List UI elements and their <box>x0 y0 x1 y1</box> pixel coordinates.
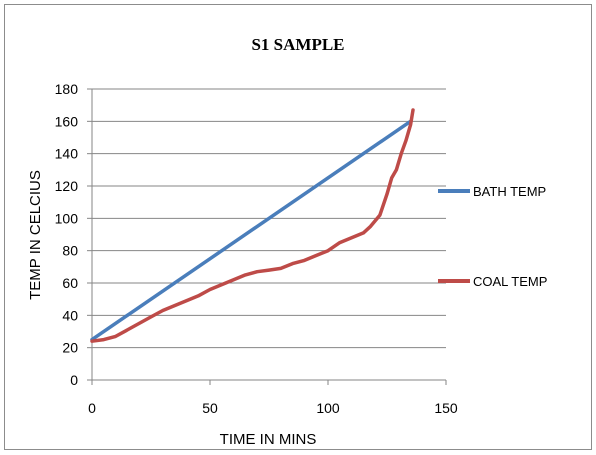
y-tick-label: 60 <box>62 275 78 291</box>
y-tick-label: 160 <box>55 113 79 129</box>
x-tick-label: 100 <box>316 400 340 416</box>
y-tick-label: 80 <box>62 243 78 259</box>
y-tick-label: 180 <box>55 81 79 97</box>
x-tick-label: 150 <box>434 400 458 416</box>
axis-layer: 0 20 40 60 80 100 120 140 160 180 0 50 100 150 <box>55 81 458 416</box>
legend-layer: BATH TEMP COAL TEMP <box>438 184 547 289</box>
y-tick-label: 140 <box>55 146 79 162</box>
legend-label: COAL TEMP <box>473 274 547 289</box>
chart-title: S1 SAMPLE <box>251 35 344 54</box>
legend-label: BATH TEMP <box>473 184 546 199</box>
x-tick-label: 0 <box>88 400 96 416</box>
y-tick-label: 40 <box>62 307 78 323</box>
y-tick-label: 100 <box>55 210 79 226</box>
series-line <box>90 108 415 343</box>
y-axis-label: TEMP IN CELCIUS <box>27 170 44 300</box>
y-tick-label: 0 <box>70 372 78 388</box>
chart-frame <box>4 4 592 450</box>
y-tick-label: 120 <box>55 178 79 194</box>
x-axis-label: TIME IN MINS <box>220 431 317 448</box>
series-layer <box>90 108 415 343</box>
x-tick-label: 50 <box>202 400 218 416</box>
series-line <box>90 119 413 342</box>
y-tick-label: 20 <box>62 340 78 356</box>
